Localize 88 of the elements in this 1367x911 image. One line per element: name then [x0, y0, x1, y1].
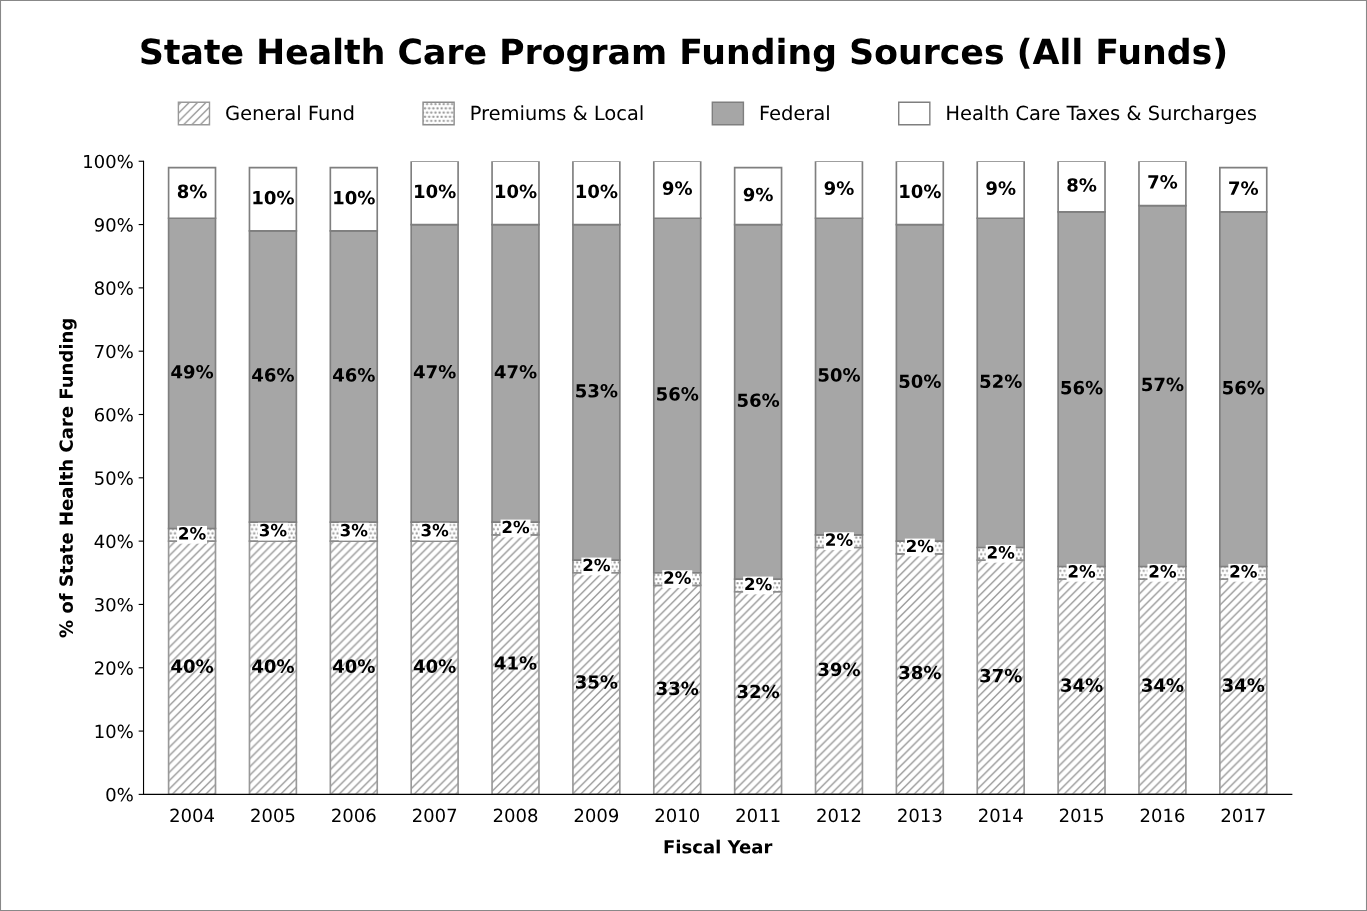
data-label: 2%: [664, 571, 691, 584]
data-label: 52%: [980, 374, 1022, 389]
data-label: 41%: [494, 656, 537, 670]
x-tick-label: 2006: [332, 808, 376, 823]
x-axis-title: Fiscal Year: [664, 839, 773, 854]
data-label: 56%: [1061, 380, 1103, 395]
x-tick-label: 2004: [170, 808, 215, 823]
x-tick-label: 2005: [251, 808, 295, 823]
x-tick-label: 2013: [898, 808, 942, 823]
x-tick-label: 2015: [1059, 808, 1103, 823]
data-label: 2%: [987, 546, 1015, 559]
y-axis-title: % of State Health Care Funding: [59, 319, 77, 638]
data-label: 33%: [656, 681, 699, 696]
data-label: 46%: [332, 368, 375, 382]
data-label: 9%: [743, 187, 773, 202]
x-tick-label: 2017: [1221, 808, 1265, 823]
data-label: 35%: [575, 675, 618, 689]
data-label: 2%: [583, 558, 610, 572]
data-label: 2%: [1149, 565, 1177, 578]
data-label: 50%: [899, 374, 941, 389]
y-tick-label: 50%: [95, 471, 133, 485]
y-tick-label: 70%: [95, 344, 133, 359]
data-label: 34%: [1222, 678, 1265, 692]
data-label: 8%: [1067, 178, 1097, 192]
data-label: 7%: [1148, 174, 1178, 189]
data-label: 2%: [179, 527, 206, 540]
data-label: 9%: [662, 181, 692, 195]
data-label: 39%: [818, 662, 861, 677]
data-label: 10%: [253, 190, 294, 205]
data-label: 32%: [737, 684, 780, 699]
data-label: 2%: [745, 577, 772, 591]
data-label: 57%: [1142, 377, 1184, 392]
data-label: 2%: [502, 520, 530, 534]
y-tick-label: 100%: [84, 154, 133, 169]
data-label: 3%: [259, 523, 287, 537]
legend-label: Health Care Taxes & Surcharges: [947, 105, 1257, 125]
data-label: 47%: [413, 364, 456, 379]
data-label: 10%: [415, 184, 456, 199]
data-label: 40%: [252, 659, 294, 673]
y-tick-label: 30%: [95, 597, 133, 612]
data-label: 37%: [980, 668, 1022, 683]
y-tick-label: 20%: [95, 661, 133, 675]
x-tick-label: 2009: [574, 808, 619, 823]
data-label: 40%: [413, 659, 456, 673]
y-tick-label: 10%: [95, 724, 133, 739]
data-label: 46%: [252, 368, 294, 382]
x-tick-label: 2014: [979, 808, 1023, 823]
data-label: 49%: [171, 364, 214, 379]
data-label: 2%: [1068, 565, 1096, 578]
data-label: 38%: [899, 665, 941, 680]
data-label: 10%: [495, 184, 537, 199]
data-label: 56%: [657, 387, 699, 401]
data-label: 9%: [824, 181, 854, 195]
data-label: 34%: [1142, 678, 1184, 692]
x-tick-label: 2012: [817, 808, 861, 823]
data-label: 8%: [177, 184, 207, 199]
legend-label: Federal: [760, 105, 829, 121]
data-label: 56%: [1223, 380, 1265, 395]
data-label: 34%: [1061, 678, 1103, 692]
data-label: 2%: [826, 533, 853, 546]
x-tick-label: 2011: [736, 808, 780, 823]
data-label: 3%: [340, 523, 368, 537]
y-tick-label: 40%: [94, 534, 133, 549]
data-label: 56%: [737, 393, 780, 408]
x-tick-label: 2016: [1140, 808, 1185, 823]
data-label: 53%: [576, 383, 618, 398]
data-label: 2%: [907, 539, 934, 553]
data-label: 50%: [818, 368, 861, 382]
data-label: 9%: [986, 181, 1016, 195]
chart-title: State Health Care Program Funding Sources (All Funds): [141, 37, 1226, 72]
data-label: 10%: [900, 184, 941, 199]
y-tick-label: 90%: [94, 218, 133, 232]
legend-label: General Fund: [226, 105, 354, 121]
y-tick-label: 60%: [94, 407, 133, 422]
data-label: 7%: [1229, 181, 1259, 195]
y-tick-label: 0%: [106, 787, 133, 802]
legend-label: Premiums & Local: [471, 105, 643, 121]
data-label: 2%: [1230, 565, 1257, 578]
x-tick-label: 2010: [655, 808, 700, 823]
data-label: 40%: [332, 659, 375, 673]
data-label: 3%: [421, 523, 449, 537]
x-tick-label: 2007: [413, 808, 457, 823]
data-label: 40%: [171, 659, 214, 673]
x-tick-label: 2008: [493, 808, 538, 823]
data-label: 47%: [494, 364, 537, 379]
data-label: 10%: [576, 184, 618, 199]
data-label: 10%: [334, 190, 375, 205]
y-tick-label: 80%: [94, 281, 133, 295]
